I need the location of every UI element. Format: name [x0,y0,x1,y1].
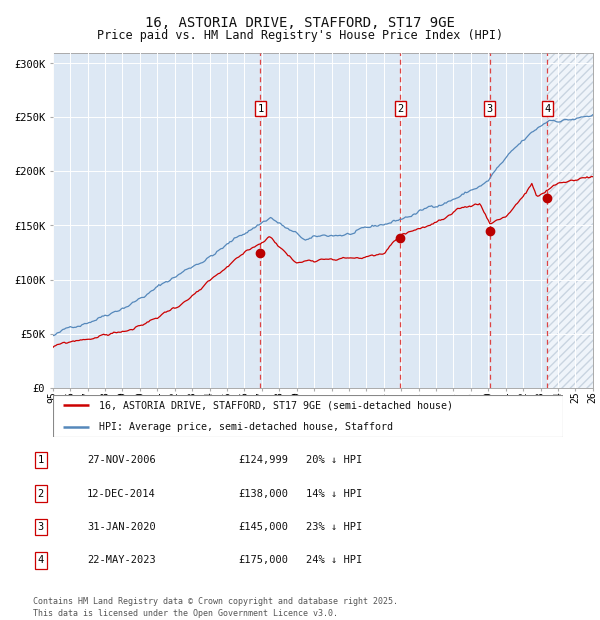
Text: 2: 2 [397,104,403,114]
Text: 14% ↓ HPI: 14% ↓ HPI [306,489,362,498]
Text: 16, ASTORIA DRIVE, STAFFORD, ST17 9GE (semi-detached house): 16, ASTORIA DRIVE, STAFFORD, ST17 9GE (s… [98,401,453,410]
Text: 24% ↓ HPI: 24% ↓ HPI [306,556,362,565]
Text: Contains HM Land Registry data © Crown copyright and database right 2025.
This d: Contains HM Land Registry data © Crown c… [33,596,398,618]
Text: 27-NOV-2006: 27-NOV-2006 [87,455,156,465]
Text: 31-JAN-2020: 31-JAN-2020 [87,522,156,532]
Text: 23% ↓ HPI: 23% ↓ HPI [306,522,362,532]
Text: 3: 3 [38,522,44,532]
Text: £145,000: £145,000 [238,522,288,532]
Text: 20% ↓ HPI: 20% ↓ HPI [306,455,362,465]
Text: 22-MAY-2023: 22-MAY-2023 [87,556,156,565]
Text: 4: 4 [38,556,44,565]
Text: 12-DEC-2014: 12-DEC-2014 [87,489,156,498]
Text: £175,000: £175,000 [238,556,288,565]
Text: 2: 2 [38,489,44,498]
FancyBboxPatch shape [53,395,563,437]
Text: HPI: Average price, semi-detached house, Stafford: HPI: Average price, semi-detached house,… [98,422,392,432]
Text: £138,000: £138,000 [238,489,288,498]
Text: 16, ASTORIA DRIVE, STAFFORD, ST17 9GE: 16, ASTORIA DRIVE, STAFFORD, ST17 9GE [145,16,455,30]
Bar [547,53,593,388]
Text: 3: 3 [487,104,493,114]
Text: 1: 1 [257,104,263,114]
Text: 1: 1 [38,455,44,465]
Text: £124,999: £124,999 [238,455,288,465]
Text: 4: 4 [544,104,550,114]
Text: Price paid vs. HM Land Registry's House Price Index (HPI): Price paid vs. HM Land Registry's House … [97,29,503,42]
